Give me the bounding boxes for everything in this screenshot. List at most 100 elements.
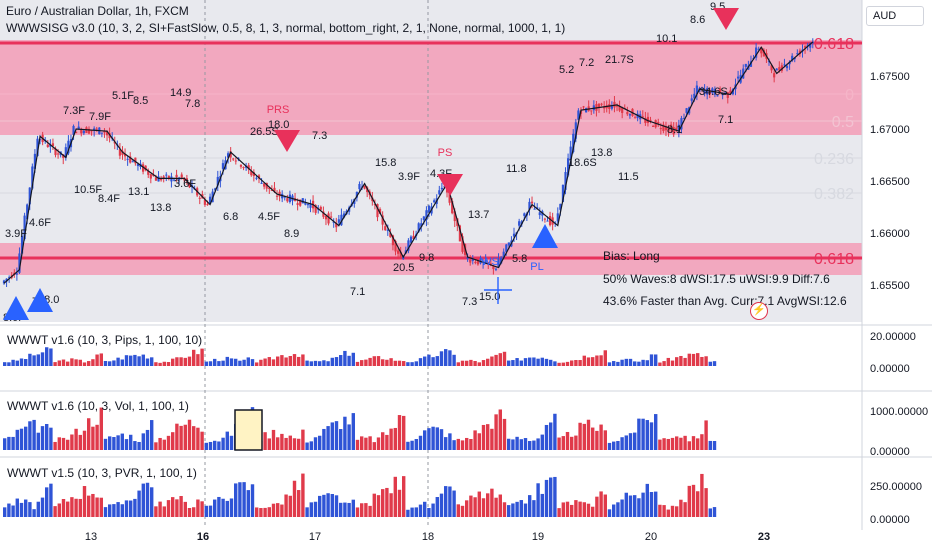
histogram-bar	[523, 503, 528, 517]
histogram-bar	[133, 441, 137, 450]
candle-body	[100, 132, 103, 134]
histogram-bar	[582, 355, 586, 366]
histogram-bar	[70, 497, 74, 517]
histogram-bar	[263, 358, 267, 366]
candle-body	[2, 280, 6, 284]
wave-label: 8.9	[284, 228, 299, 240]
candle-body	[263, 183, 266, 187]
histogram-bar	[662, 361, 666, 366]
histogram-bar	[511, 360, 515, 366]
wave-label: 13.8	[150, 202, 171, 214]
histogram-bar	[36, 432, 40, 450]
histogram-bar	[74, 428, 78, 450]
candle-body	[226, 153, 230, 158]
candle-body	[335, 222, 338, 228]
candle-body	[685, 108, 688, 113]
histogram-bar	[372, 493, 376, 517]
candle-body	[278, 191, 281, 197]
histogram-bar	[427, 507, 431, 517]
histogram-bar	[154, 362, 158, 366]
candle-body	[327, 213, 330, 224]
histogram-bar	[49, 348, 53, 366]
histogram-bar	[187, 507, 192, 517]
histogram-bar	[318, 361, 322, 366]
histogram-bar	[616, 441, 620, 450]
histogram-bar	[481, 424, 486, 450]
panel-axis-label: 1000.00000	[870, 406, 928, 418]
histogram-bar	[368, 505, 372, 517]
histogram-bar	[124, 500, 129, 517]
histogram-bar	[536, 438, 540, 450]
histogram-bar	[645, 420, 649, 450]
candle-body	[160, 178, 163, 181]
histogram-bar	[452, 440, 456, 450]
histogram-bar	[494, 497, 498, 517]
histogram-bar	[649, 492, 654, 517]
histogram-bar	[238, 482, 242, 517]
histogram-bar	[297, 490, 301, 517]
candle-body	[77, 126, 80, 129]
histogram-bar	[578, 422, 582, 450]
histogram-bar	[57, 360, 61, 366]
histogram-bar	[183, 357, 187, 366]
histogram-bar	[582, 502, 586, 517]
wave-label: 8.1	[667, 124, 682, 136]
waves-line: 50% Waves:8 dWSI:17.5 uWSI:9.9 Diff:7.6	[603, 272, 830, 286]
candle-body	[690, 98, 693, 101]
candle-body	[487, 262, 490, 264]
candle-body	[121, 150, 124, 155]
histogram-bar	[339, 429, 343, 450]
histogram-bar	[313, 360, 318, 366]
candle-body	[556, 213, 559, 222]
x-tick-label: 18	[422, 531, 434, 543]
histogram-bar	[494, 354, 498, 366]
histogram-bar	[649, 354, 654, 366]
histogram-bar	[246, 490, 250, 517]
histogram-bar	[32, 509, 36, 517]
histogram-bar	[192, 507, 196, 517]
wave-label: 8.6	[690, 14, 705, 26]
histogram-bar	[435, 427, 439, 450]
candle-body	[809, 43, 812, 48]
histogram-bar	[129, 355, 133, 366]
histogram-bar	[74, 359, 78, 366]
histogram-bar	[481, 360, 486, 366]
x-tick-label: 20	[645, 531, 657, 543]
histogram-bar	[469, 438, 473, 450]
candle-body	[564, 172, 567, 190]
histogram-bar	[393, 427, 397, 450]
histogram-bar	[40, 497, 45, 517]
currency-button[interactable]: AUD	[866, 6, 924, 26]
histogram-bar	[334, 495, 339, 517]
zigzag-polyline	[3, 41, 814, 284]
histogram-bar	[662, 438, 666, 450]
histogram-bar	[574, 500, 578, 517]
candle-body	[80, 129, 83, 134]
histogram-bar	[318, 495, 322, 517]
histogram-bar	[498, 494, 502, 517]
histogram-bar	[263, 432, 267, 450]
histogram-bar	[124, 355, 129, 366]
candle-body	[793, 58, 796, 60]
histogram-bar	[368, 436, 372, 450]
candle-body	[23, 215, 26, 240]
panel-axis-label: 0.00000	[870, 363, 910, 375]
histogram-bar	[360, 436, 364, 450]
candle-body	[706, 88, 709, 95]
candle-body	[572, 133, 575, 153]
candle-body	[180, 174, 183, 178]
candle-body	[62, 154, 65, 158]
histogram-bar	[624, 435, 628, 450]
histogram-bar	[536, 483, 540, 517]
histogram-bar	[238, 360, 242, 366]
x-tick-label: 23	[758, 531, 770, 543]
speed-line: 43.6% Faster than Avg. Curr:7.1 AvgWSI:1…	[603, 294, 847, 308]
histogram-bar	[284, 357, 288, 366]
wave-label: 9.8	[419, 252, 434, 264]
histogram-bar	[343, 502, 347, 517]
histogram-bar	[322, 494, 326, 517]
flash-icon[interactable]: ⚡	[750, 302, 768, 320]
candle-body	[49, 144, 52, 147]
histogram-bar	[183, 424, 187, 450]
